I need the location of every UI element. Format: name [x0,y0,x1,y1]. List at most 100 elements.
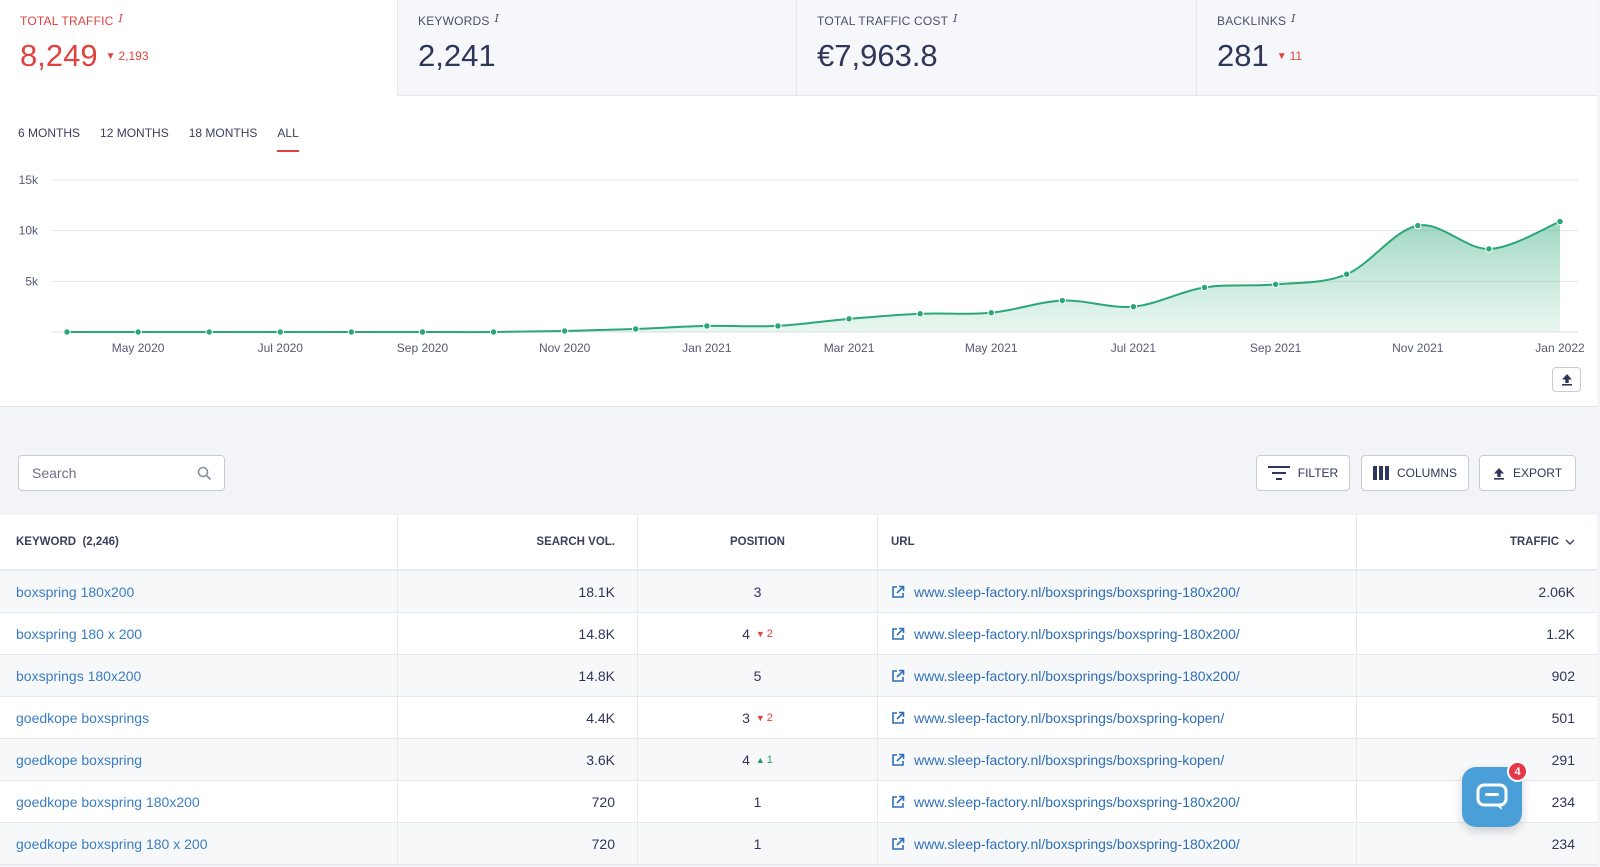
upload-icon [1493,467,1504,480]
keyword-cell: goedkope boxspring 180 x 200 [0,823,398,865]
traffic-cell: 291 [1551,752,1575,768]
filter-icon [1267,466,1290,480]
data-point[interactable] [205,328,213,336]
keyword-link[interactable]: goedkope boxsprings [16,710,150,726]
columns-icon [1372,466,1389,480]
external-link-icon[interactable] [891,753,905,767]
traffic-line [67,220,1561,334]
keyword-cell: boxspring 180 x 200 [0,613,398,655]
data-point[interactable] [63,328,71,336]
table-row: boxspring 180x200 18.1K 3 www.sleep-factory… [0,571,1597,613]
search-vol-cell: 720 [398,781,638,823]
position-value: 3 [742,710,750,726]
url-cell: www.sleep-factory.nl/boxsprings/boxsprin… [878,613,1357,655]
data-point[interactable] [845,315,853,323]
metric-delta: ▼ 2,193 [106,49,149,63]
data-point[interactable] [1271,280,1280,289]
chat-button[interactable]: 4 [1462,761,1528,827]
data-point[interactable] [774,322,782,330]
search-input[interactable] [19,456,179,490]
metric-value: 281 ▼ 11 [1217,38,1597,74]
data-point[interactable] [1556,217,1564,226]
info-icon[interactable]: i [494,12,500,25]
chart-export-button[interactable] [1552,367,1581,392]
url-link[interactable]: www.sleep-factory.nl/boxsprings/boxsprin… [914,584,1240,600]
column-header-keyword[interactable]: KEYWORD (2,246) [0,514,398,570]
triangle-down-icon: ▼ [105,50,116,62]
table-header: KEYWORD (2,246) SEARCH VOL. POSITION URL… [0,514,1597,571]
external-link-icon[interactable] [891,795,905,809]
x-tick-label: May 2021 [965,341,1018,355]
metric-value: €7,963.8 [817,38,938,73]
data-point[interactable] [987,309,995,317]
external-link-icon[interactable] [891,585,905,599]
data-point[interactable] [347,328,356,336]
data-point[interactable] [134,328,142,336]
columns-button[interactable]: COLUMNS [1361,455,1469,491]
url-link[interactable]: www.sleep-factory.nl/boxsprings/boxsprin… [914,752,1225,768]
metric-label-text: BACKLINKS [1217,14,1287,28]
data-point[interactable] [1343,270,1351,278]
url-link[interactable]: www.sleep-factory.nl/boxsprings/boxsprin… [914,626,1240,642]
metric-label-text: KEYWORDS [418,14,490,28]
column-header-url[interactable]: URL [878,514,1357,570]
position-value: 1 [753,794,762,810]
data-point[interactable] [916,310,924,318]
url-link[interactable]: www.sleep-factory.nl/boxsprings/boxsprin… [914,710,1225,726]
tab-all[interactable]: ALL [277,126,299,152]
metric-total-traffic[interactable]: TOTAL TRAFFIC i 8,249 ▼ 2,193 [0,0,398,96]
column-header-position[interactable]: POSITION [638,514,878,570]
search-vol-cell: 3.6K [398,739,638,781]
column-header-traffic[interactable]: TRAFFIC [1357,514,1597,570]
search-icon[interactable] [197,466,212,481]
external-link-icon[interactable] [891,669,905,683]
data-point[interactable] [276,328,284,336]
data-point[interactable] [560,327,569,335]
external-link-icon[interactable] [891,837,905,851]
triangle-down-icon: ▼ [755,629,765,639]
x-tick-label: Nov 2021 [1392,341,1444,355]
search-vol-cell: 14.8K [398,613,638,655]
keyword-link[interactable]: boxspring 180x200 [16,584,135,600]
metric-delta-text: 2,193 [118,49,149,63]
data-point[interactable] [1129,302,1138,311]
info-icon[interactable]: i [953,12,958,25]
export-button[interactable]: EXPORT [1479,455,1576,491]
metric-keywords[interactable]: KEYWORDS i 2,241 [398,0,797,96]
column-header-label: KEYWORD [16,536,77,548]
external-link-icon[interactable] [891,711,905,725]
data-point[interactable] [418,328,427,336]
tab-18-months[interactable]: 18 MONTHS [188,126,258,140]
data-point[interactable] [1200,283,1209,292]
tab-12-months[interactable]: 12 MONTHS [100,126,169,140]
traffic-cell: 234 [1551,836,1575,852]
keyword-link[interactable]: goedkope boxspring 180 x 200 [16,836,208,852]
data-point[interactable] [489,328,498,336]
url-link[interactable]: www.sleep-factory.nl/boxsprings/boxsprin… [914,836,1240,852]
filter-button[interactable]: FILTER [1256,455,1350,491]
column-header-search-vol[interactable]: SEARCH VOL. [398,514,638,570]
info-icon[interactable]: i [118,12,124,25]
metric-total-traffic-cost[interactable]: TOTAL TRAFFIC COST i €7,963.8 [797,0,1197,96]
metric-label-text: TOTAL TRAFFIC COST [817,14,949,28]
url-link[interactable]: www.sleep-factory.nl/boxsprings/boxsprin… [914,794,1240,810]
x-tick-label: Jul 2020 [258,341,304,355]
position-cell: 1 [638,781,878,823]
keyword-link[interactable]: goedkope boxspring 180x200 [16,794,200,810]
external-link-icon[interactable] [891,627,905,641]
data-point[interactable] [1485,245,1493,253]
url-link[interactable]: www.sleep-factory.nl/boxsprings/boxsprin… [914,668,1240,684]
traffic-cell: 2.06K [1538,584,1575,600]
data-point[interactable] [1058,296,1067,305]
data-point[interactable] [1414,221,1422,230]
tab-6-months[interactable]: 6 MONTHS [18,126,81,140]
keyword-link[interactable]: boxspring 180 x 200 [16,626,143,642]
keyword-link[interactable]: goedkope boxspring [16,752,143,768]
traffic-cell: 234 [1551,794,1575,810]
data-point[interactable] [703,322,711,330]
data-point[interactable] [632,325,640,333]
keyword-link[interactable]: boxsprings 180x200 [16,668,142,684]
info-icon[interactable]: i [1291,12,1296,25]
upload-icon [1561,374,1572,386]
metric-backlinks[interactable]: BACKLINKS i 281 ▼ 11 [1197,0,1597,96]
